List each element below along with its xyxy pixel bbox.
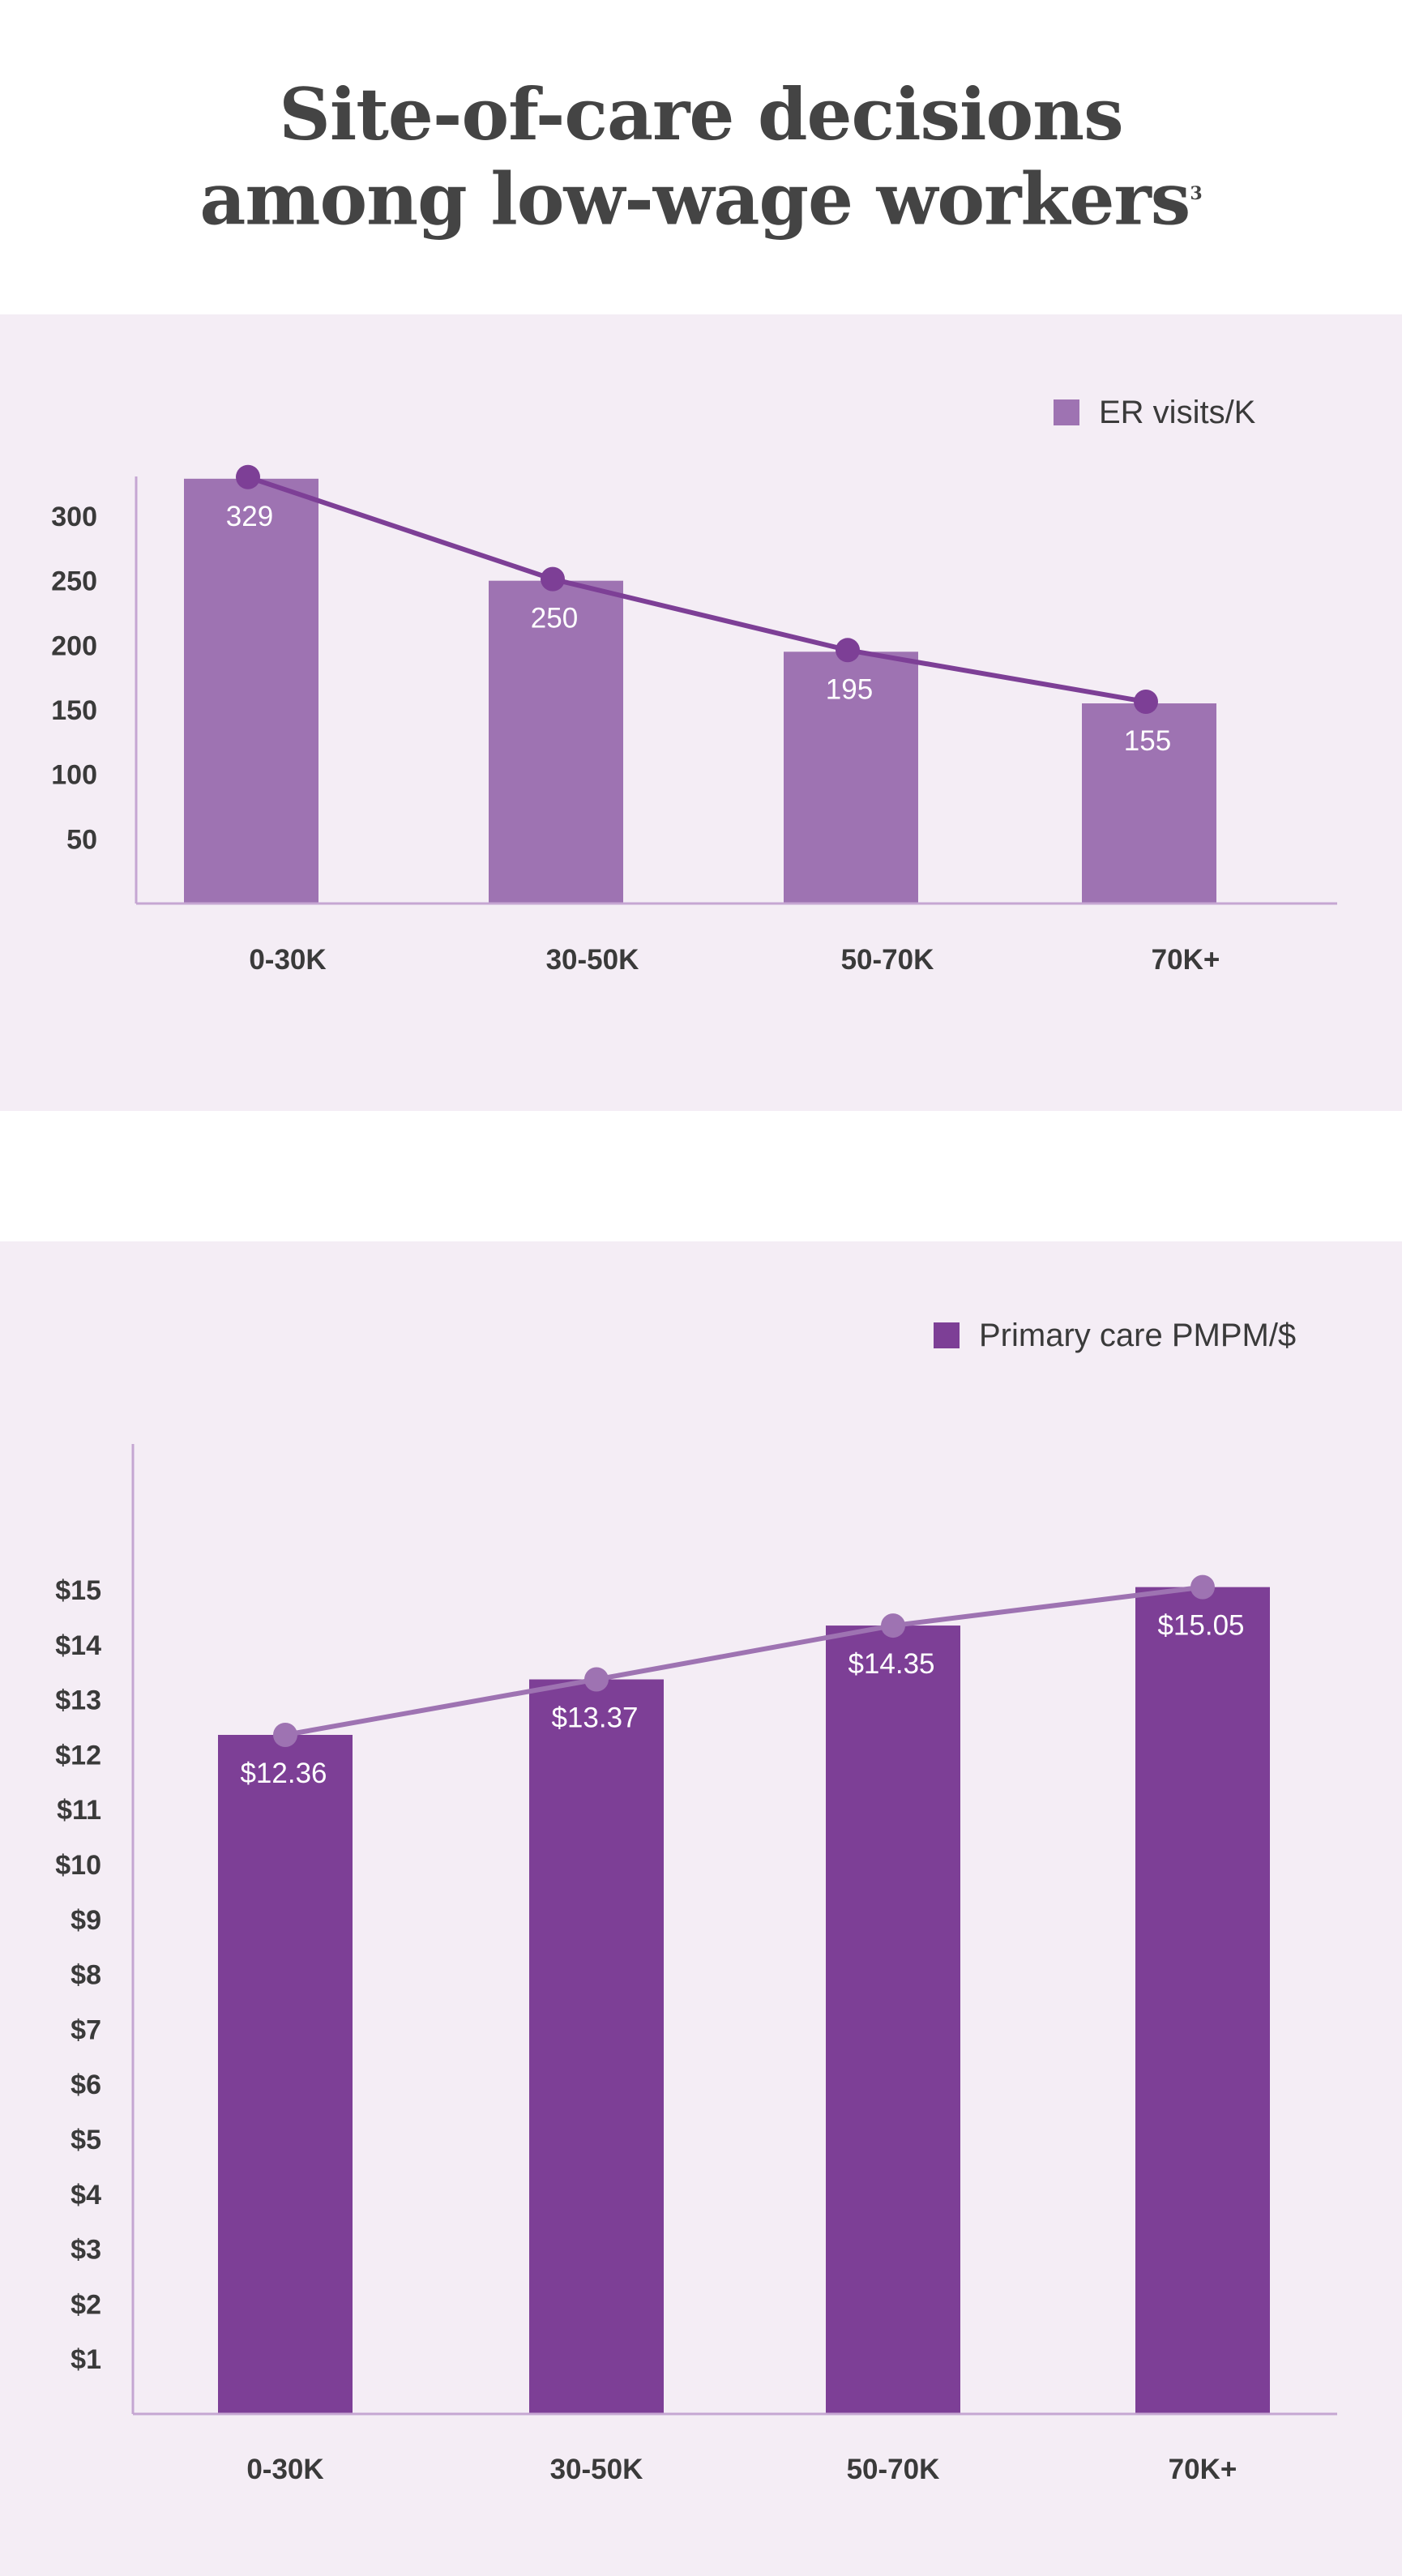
title-line-1: Site-of-care decisions — [279, 72, 1123, 156]
y-tick-label: $14 — [55, 1630, 101, 1661]
trend-point-50-70K — [836, 638, 860, 663]
title-line-2-text: among low-wage workers — [199, 156, 1190, 241]
bar-70K+ — [1082, 703, 1216, 904]
trend-point-70K+ — [1190, 1574, 1215, 1600]
trend-point-0-30K — [273, 1722, 297, 1747]
title-footnote-marker: 3 — [1190, 183, 1203, 204]
data-label: $13.37 — [551, 1702, 638, 1734]
y-tick-label: $11 — [57, 1795, 101, 1826]
data-label: $15.05 — [1157, 1610, 1244, 1642]
bar-30-50K — [529, 1679, 664, 2414]
trend-line — [284, 1584, 1203, 1737]
data-label: $12.36 — [240, 1758, 327, 1789]
primary-care-panel: $1 $2 $3 $4 $5 $6 $7 $8 $9 $10 $11 $12 $13 $14 $15 0-30… — [0, 1241, 1402, 2576]
bar-50-70K — [826, 1625, 960, 2414]
primary-care-chart: $1 $2 $3 $4 $5 $6 $7 $8 $9 $10 $11 $12 $13 $14 $15 0-30… — [55, 1318, 1337, 2485]
x-tick-label: 50-70K — [847, 2454, 940, 2485]
y-tick-label: $3 — [71, 2235, 101, 2266]
er-visits-chart: 50 100 150 200 250 300 0-30K 30-50K 50-70K 70K+ 32… — [51, 395, 1337, 976]
trend-line — [247, 474, 1147, 704]
bar-30-50K — [489, 580, 623, 904]
y-tick-label: $4 — [71, 2180, 101, 2211]
y-tick-label: $8 — [71, 1960, 101, 1991]
data-label: 155 — [1124, 725, 1171, 757]
y-tick-label: $10 — [55, 1850, 101, 1881]
y-tick-label: $2 — [71, 2289, 101, 2320]
trend-point-50-70K — [881, 1613, 905, 1638]
y-tick-label: $13 — [55, 1685, 101, 1716]
x-tick-label: 0-30K — [249, 944, 326, 976]
legend-swatch — [1054, 399, 1079, 425]
y-tick-label: $6 — [71, 2070, 101, 2100]
y-tick-label: $1 — [71, 2344, 101, 2375]
y-tick-label: 200 — [51, 630, 97, 661]
trend-point-30-50K — [584, 1667, 609, 1692]
y-tick-label: 300 — [51, 502, 97, 532]
y-tick-label: 250 — [51, 566, 97, 597]
y-tick-label: $7 — [71, 2014, 101, 2045]
x-tick-label: 70K+ — [1152, 944, 1220, 976]
trend-point-0-30K — [236, 464, 260, 489]
bar-0-30K — [184, 478, 318, 904]
x-tick-label: 30-50K — [550, 2454, 643, 2485]
er-visits-panel: 50 100 150 200 250 300 0-30K 30-50K 50-70K 70K+ 32… — [0, 314, 1402, 1111]
data-label: 195 — [826, 673, 873, 705]
y-tick-label: 150 — [51, 695, 97, 726]
y-tick-label: 100 — [51, 760, 97, 791]
title-line-2: among low-wage workers3 — [0, 154, 1402, 238]
y-tick-label: $9 — [71, 1905, 101, 1936]
y-tick-label: $12 — [55, 1740, 101, 1771]
bar-70K+ — [1135, 1587, 1270, 2414]
x-tick-label: 0-30K — [246, 2454, 323, 2485]
data-label: 250 — [531, 603, 578, 634]
legend-label: Primary care PMPM/$ — [979, 1318, 1296, 1353]
trend-point-30-50K — [541, 566, 565, 592]
x-tick-label: 30-50K — [546, 944, 639, 976]
legend-label: ER visits/K — [1099, 395, 1256, 430]
trend-point-70K+ — [1134, 690, 1158, 715]
data-label: 329 — [226, 501, 273, 532]
y-tick-label: $5 — [71, 2125, 101, 2155]
y-tick-label: 50 — [66, 824, 97, 855]
data-label: $14.35 — [848, 1648, 934, 1680]
x-tick-label: 50-70K — [841, 944, 934, 976]
bar-0-30K — [218, 1734, 353, 2414]
y-tick-label: $15 — [55, 1575, 101, 1606]
page-title: Site-of-care decisions among low-wage wo… — [0, 75, 1402, 238]
x-tick-label: 70K+ — [1169, 2454, 1237, 2485]
bar-50-70K — [784, 651, 918, 904]
legend-swatch — [934, 1322, 960, 1348]
